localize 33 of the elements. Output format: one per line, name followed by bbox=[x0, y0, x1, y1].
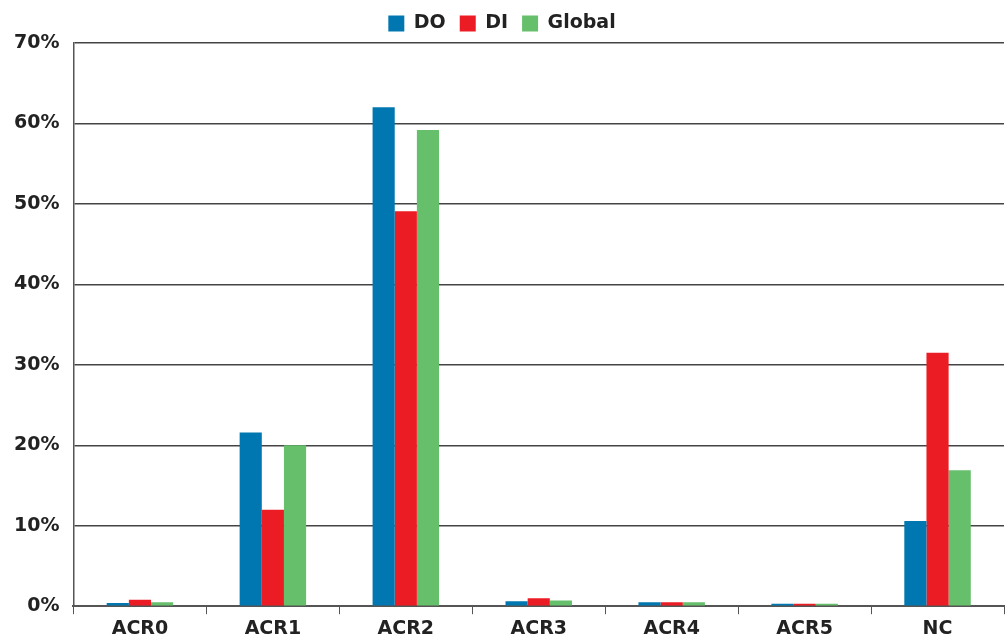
y-tick-label: 70% bbox=[13, 29, 60, 52]
bar bbox=[394, 211, 417, 606]
y-tick-label: 40% bbox=[13, 271, 60, 294]
bar bbox=[372, 107, 395, 606]
bar bbox=[261, 509, 284, 606]
y-tick-label: 30% bbox=[13, 351, 60, 374]
legend-label: DO bbox=[413, 10, 446, 33]
bar bbox=[638, 602, 661, 606]
bar bbox=[527, 598, 550, 606]
bar bbox=[239, 432, 262, 606]
y-tick-label: 10% bbox=[13, 512, 60, 535]
legend-label: Global bbox=[547, 10, 616, 33]
bar bbox=[505, 601, 528, 606]
x-tick-label: NC bbox=[922, 615, 953, 638]
y-tick-label: 20% bbox=[13, 432, 60, 455]
bar bbox=[926, 352, 949, 606]
bar bbox=[283, 445, 307, 606]
y-tick-label: 50% bbox=[13, 190, 60, 213]
y-tick-label: 0% bbox=[27, 593, 60, 616]
x-tick-label: ACR5 bbox=[776, 615, 833, 638]
y-tick-label: 60% bbox=[13, 110, 60, 133]
bar bbox=[682, 602, 705, 606]
x-tick-label: ACR1 bbox=[244, 615, 302, 638]
bar bbox=[416, 129, 440, 606]
bar bbox=[660, 602, 683, 606]
x-tick-label: ACR0 bbox=[111, 615, 169, 638]
x-tick-label: ACR4 bbox=[643, 615, 700, 638]
bar bbox=[948, 470, 971, 606]
x-tick-label: ACR2 bbox=[377, 615, 435, 638]
bar bbox=[904, 520, 927, 606]
x-tick-label: ACR3 bbox=[510, 615, 567, 638]
bar bbox=[151, 602, 174, 606]
legend-label: DI bbox=[485, 10, 509, 33]
